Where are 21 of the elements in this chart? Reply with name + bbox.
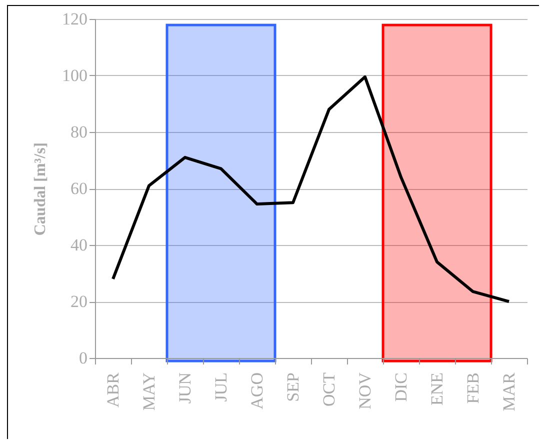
x-tick-label: FEB bbox=[464, 372, 482, 404]
x-tick-label: ENE bbox=[428, 372, 446, 406]
y-axis-title: Caudal [m³/s] bbox=[32, 142, 49, 236]
x-tick-label: JUN bbox=[176, 372, 194, 404]
x-tick-label: AGO bbox=[248, 372, 266, 410]
line-series bbox=[112, 75, 510, 303]
x-tick-label: SEP bbox=[284, 372, 302, 402]
y-tick-label: 60 bbox=[70, 179, 88, 198]
x-tick-label: JUL bbox=[212, 372, 230, 402]
y-tick-label: 100 bbox=[62, 66, 88, 85]
x-tick-label: MAR bbox=[500, 372, 518, 412]
x-tick-label: DIC bbox=[392, 372, 410, 402]
y-tick-label: 80 bbox=[70, 122, 88, 142]
y-tick-label: 20 bbox=[70, 292, 88, 311]
x-tick-label: NOV bbox=[356, 372, 374, 410]
x-tick-label: ABR bbox=[104, 372, 122, 408]
y-tick-label: 120 bbox=[62, 10, 88, 28]
x-tick-label: OCT bbox=[320, 372, 338, 406]
x-tick-label: MAY bbox=[140, 372, 158, 411]
y-tick-label: 0 bbox=[79, 348, 88, 368]
y-tick-label: 40 bbox=[70, 236, 88, 254]
